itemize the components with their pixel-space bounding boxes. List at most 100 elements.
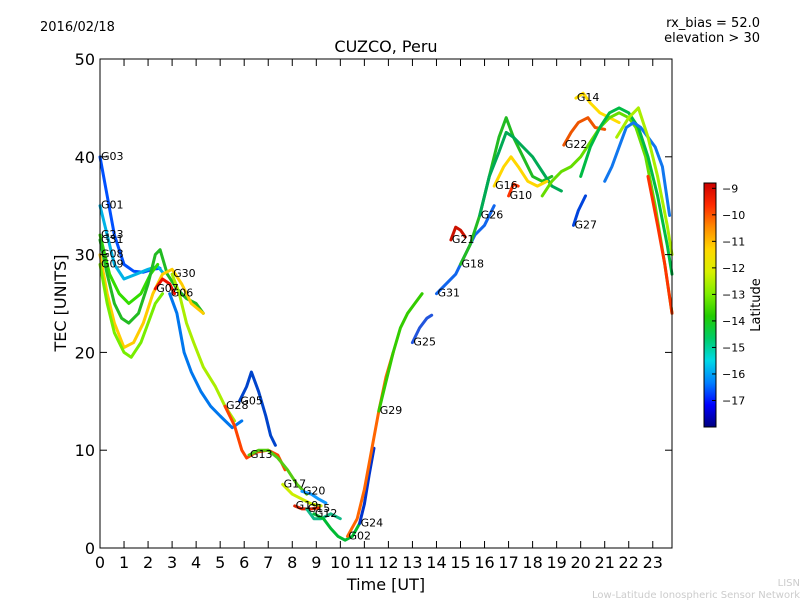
colorbar-tick-label: −10 xyxy=(722,209,745,222)
series-line-g22 xyxy=(562,116,607,147)
satellite-label-g06: G06 xyxy=(171,287,194,300)
colorbar-tick-label: −12 xyxy=(722,262,745,275)
series-line-g31 xyxy=(98,238,205,325)
series-line-g27 xyxy=(572,194,587,227)
colorbar-tick-layer: −9 −10 −11 −12 −13 −14 −15 −16 −17 xyxy=(712,182,745,407)
series-line-g24 xyxy=(358,446,376,525)
series-layer xyxy=(98,91,674,542)
satellite-label-g22: G22 xyxy=(565,138,588,151)
credit-network: Low-Latitude Ionospheric Sensor Network xyxy=(592,590,800,600)
satellite-label-layer: G03G01G23G31G08G09G07G30G06G28G05G13G17G… xyxy=(101,91,599,542)
series-line-g29 xyxy=(377,292,424,413)
satellite-label-g23: G23 xyxy=(101,228,124,241)
series-line-s2 xyxy=(603,121,672,217)
x-axis-label: Time [UT] xyxy=(346,575,425,594)
y-tick-label: 10 xyxy=(75,441,95,460)
plot-frame xyxy=(99,58,673,549)
colorbar-tick-label: −9 xyxy=(722,182,738,195)
satellite-label-g14: G14 xyxy=(577,91,600,104)
colorbar-tick-label: −15 xyxy=(722,341,745,354)
x-tick-label: 12 xyxy=(378,553,398,572)
satellite-label-g26: G26 xyxy=(481,208,504,221)
satellite-label-g29: G29 xyxy=(380,404,403,417)
date-label: 2016/02/18 xyxy=(40,20,115,35)
x-tick-label: 18 xyxy=(522,553,542,572)
colorbar-tick-label: −16 xyxy=(722,368,745,381)
series-line-g06 xyxy=(168,292,244,430)
satellite-label-g30: G30 xyxy=(173,267,196,280)
colorbar-tick-label: −17 xyxy=(722,394,745,407)
x-tick-label: 15 xyxy=(450,553,470,572)
elevation-label: elevation > 30 xyxy=(664,31,760,46)
x-tick-label: 3 xyxy=(167,553,177,572)
series-line-g18 xyxy=(459,116,554,266)
series-line-g08 xyxy=(98,253,205,349)
colorbar xyxy=(703,182,717,428)
x-tick-label: 1 xyxy=(119,553,129,572)
y-tick-label: 0 xyxy=(85,539,95,558)
series-line-g30 xyxy=(170,272,237,423)
satellite-label-g27: G27 xyxy=(574,218,597,231)
satellite-label-g03: G03 xyxy=(101,150,124,163)
x-tick-label: 21 xyxy=(595,553,615,572)
series-line-g09 xyxy=(98,262,164,359)
x-tick-label: 16 xyxy=(474,553,494,572)
rx-bias-label: rx_bias = 52.0 xyxy=(666,16,760,31)
series-line-g17 xyxy=(281,482,323,508)
satellite-label-g10: G10 xyxy=(510,189,533,202)
satellite-label-g18: G18 xyxy=(462,257,485,270)
x-tick-label: 8 xyxy=(287,553,297,572)
y-tick-label: 30 xyxy=(75,246,95,265)
series-line-g12 xyxy=(312,512,362,542)
satellite-label-g05: G05 xyxy=(240,394,263,407)
x-tick-label: 7 xyxy=(263,553,273,572)
x-tick-label: 10 xyxy=(330,553,350,572)
satellite-label-g13: G13 xyxy=(250,448,273,461)
satellite-label-g21: G21 xyxy=(452,233,475,246)
series-line-s3 xyxy=(615,106,674,257)
y-axis-label: TEC [UNITS] xyxy=(51,255,70,353)
colorbar-tick-label: −13 xyxy=(722,288,745,301)
series-line-g25 xyxy=(410,313,434,345)
satellite-label-g16: G16 xyxy=(495,179,518,192)
colorbar-tick-label: −14 xyxy=(722,315,745,328)
satellite-label-g25: G25 xyxy=(413,336,436,349)
series-line-g20 xyxy=(300,489,328,505)
x-tick-label: 4 xyxy=(191,553,201,572)
series-line-g07 xyxy=(153,277,176,296)
series-line-g26 xyxy=(478,130,563,217)
x-tick-label: 13 xyxy=(402,553,422,572)
axis-tick-layer: 0 1 2 3 4 5 6 7 8 9 10 11 12 13 14 15 16 17 18 19 20 21 22 2301… xyxy=(75,50,672,572)
x-tick-label: 11 xyxy=(354,553,374,572)
series-line-g10 xyxy=(507,182,520,198)
satellite-label-g07: G07 xyxy=(156,282,179,295)
satellite-label-g28: G28 xyxy=(226,399,249,412)
x-tick-label: 6 xyxy=(239,553,249,572)
series-line-g16 xyxy=(492,155,549,188)
y-tick-label: 50 xyxy=(75,50,95,69)
x-tick-label: 20 xyxy=(570,553,590,572)
y-tick-label: 40 xyxy=(75,148,95,167)
credit-lisn: LISN xyxy=(778,578,800,589)
satellite-label-g15: G15 xyxy=(308,502,331,515)
satellite-label-g02: G02 xyxy=(349,529,372,542)
satellite-label-g12: G12 xyxy=(315,507,338,520)
x-tick-label: 0 xyxy=(95,553,105,572)
x-tick-label: 2 xyxy=(143,553,153,572)
colorbar-label: Latitude xyxy=(749,278,764,332)
colorbar-tick-label: −11 xyxy=(722,235,745,248)
satellite-label-g31: G31 xyxy=(437,287,460,300)
series-line-g21 xyxy=(449,225,467,242)
series-line-s1 xyxy=(579,106,674,276)
satellite-label-g09: G09 xyxy=(101,257,124,270)
satellite-label-g17: G17 xyxy=(284,477,307,490)
series-line-s4 xyxy=(646,174,674,315)
y-tick-label: 20 xyxy=(75,343,95,362)
satellite-label-g08: G08 xyxy=(101,248,124,261)
x-tick-label: 23 xyxy=(643,553,663,572)
satellite-label-g24: G24 xyxy=(361,517,384,530)
x-tick-label: 19 xyxy=(546,553,566,572)
series-line-g13 xyxy=(247,448,309,496)
satellite-label-g19: G19 xyxy=(296,499,319,512)
chart-title: CUZCO, Peru xyxy=(334,37,437,56)
